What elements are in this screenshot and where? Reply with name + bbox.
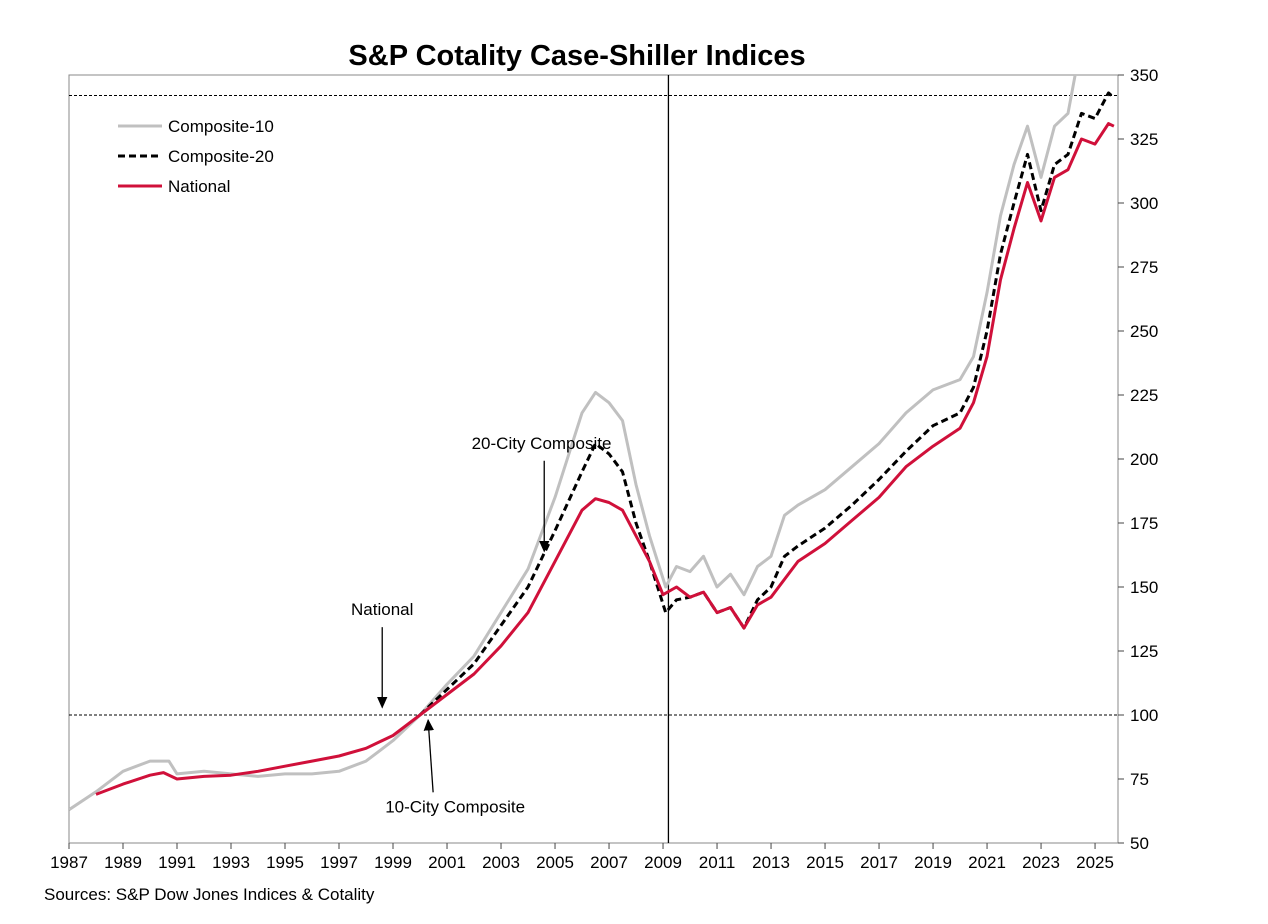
annotation-label: National bbox=[351, 600, 413, 619]
x-tick-label: 2005 bbox=[536, 853, 574, 872]
x-tick-label: 2019 bbox=[914, 853, 952, 872]
annotation-label: 10-City Composite bbox=[385, 797, 525, 816]
y-tick-label: 75 bbox=[1130, 770, 1149, 789]
x-tick-label: 1989 bbox=[104, 853, 142, 872]
x-tick-label: 1997 bbox=[320, 853, 358, 872]
legend-label: Composite-20 bbox=[168, 147, 274, 166]
x-tick-label: 1987 bbox=[50, 853, 88, 872]
y-tick-label: 175 bbox=[1130, 514, 1158, 533]
x-tick-label: 2015 bbox=[806, 853, 844, 872]
y-tick-label: 150 bbox=[1130, 578, 1158, 597]
x-tick-label: 2007 bbox=[590, 853, 628, 872]
x-tick-label: 2021 bbox=[968, 853, 1006, 872]
x-tick-label: 1999 bbox=[374, 853, 412, 872]
x-tick-label: 2017 bbox=[860, 853, 898, 872]
x-tick-label: 2013 bbox=[752, 853, 790, 872]
x-tick-label: 2023 bbox=[1022, 853, 1060, 872]
annotation-label: 20-City Composite bbox=[472, 434, 612, 453]
y-tick-label: 250 bbox=[1130, 322, 1158, 341]
chart-title: S&P Cotality Case-Shiller Indices bbox=[348, 40, 805, 72]
y-tick-label: 100 bbox=[1130, 706, 1158, 725]
x-tick-label: 1993 bbox=[212, 853, 250, 872]
legend-label: National bbox=[168, 177, 230, 196]
legend-label: Composite-10 bbox=[168, 117, 274, 136]
x-tick-label: 2001 bbox=[428, 853, 466, 872]
series-line-composite-20 bbox=[418, 91, 1115, 717]
x-tick-label: 2025 bbox=[1076, 853, 1114, 872]
y-tick-label: 200 bbox=[1130, 450, 1158, 469]
y-tick-label: 300 bbox=[1130, 194, 1158, 213]
annotation-arrow bbox=[423, 718, 435, 793]
y-tick-label: 225 bbox=[1130, 386, 1158, 405]
y-tick-label: 350 bbox=[1130, 66, 1158, 85]
source-note: Sources: S&P Dow Jones Indices & Cotalit… bbox=[44, 885, 375, 904]
y-tick-label: 325 bbox=[1130, 130, 1158, 149]
x-tick-label: 2011 bbox=[699, 853, 736, 872]
x-tick-label: 1991 bbox=[158, 853, 196, 872]
series-line-national bbox=[95, 122, 1115, 796]
y-tick-label: 125 bbox=[1130, 642, 1158, 661]
y-tick-label: 275 bbox=[1130, 258, 1158, 277]
x-tick-label: 2003 bbox=[482, 853, 520, 872]
x-tick-label: 2009 bbox=[644, 853, 682, 872]
series-line-composite-10 bbox=[69, 75, 1077, 811]
y-tick-label: 50 bbox=[1130, 834, 1149, 853]
x-tick-label: 1995 bbox=[266, 853, 304, 872]
plot-area: 50 75 100 125 150 175 200 225 250 275 300 325 350 198… bbox=[50, 66, 1158, 872]
